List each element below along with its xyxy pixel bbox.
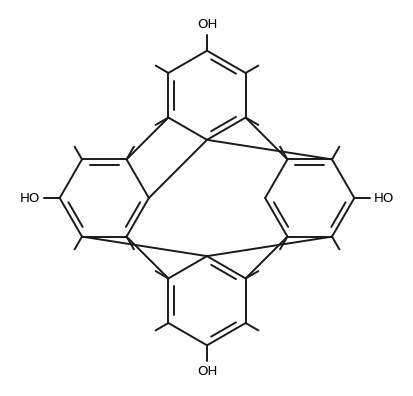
Text: HO: HO [20,192,40,204]
Text: OH: OH [196,18,217,31]
Text: OH: OH [196,365,217,378]
Text: HO: HO [373,192,393,204]
